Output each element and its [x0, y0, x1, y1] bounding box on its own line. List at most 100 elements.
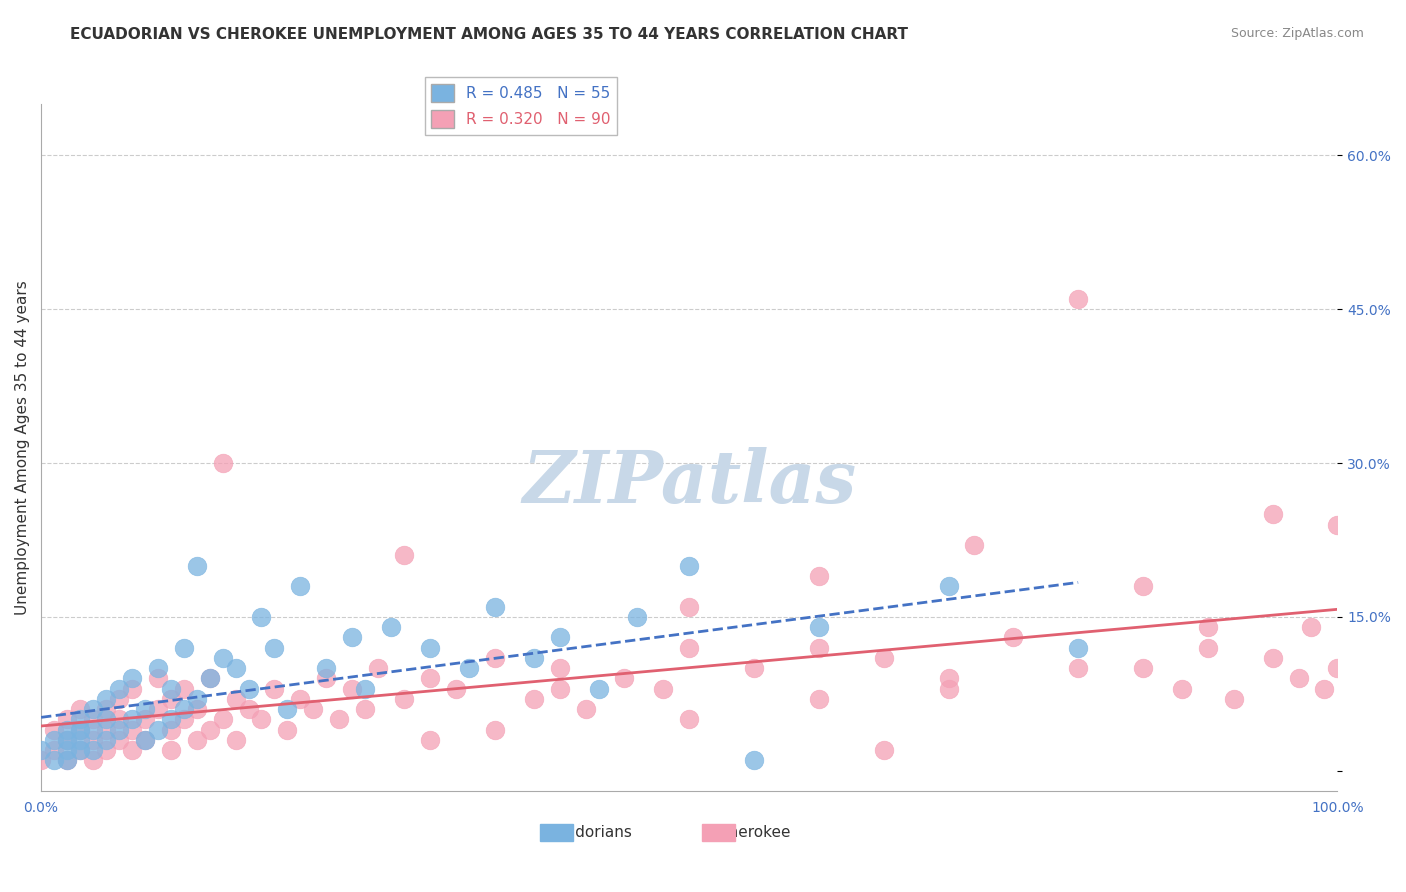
Point — [82, 723, 104, 737]
Point — [159, 713, 181, 727]
Point — [69, 743, 91, 757]
Point — [186, 692, 208, 706]
Point — [419, 640, 441, 655]
Point — [198, 672, 221, 686]
Point — [873, 743, 896, 757]
Point — [42, 743, 65, 757]
Point — [82, 743, 104, 757]
Point — [807, 640, 830, 655]
Point — [1261, 508, 1284, 522]
Point — [807, 620, 830, 634]
Point — [678, 599, 700, 614]
Point — [94, 702, 117, 716]
Point — [238, 681, 260, 696]
Point — [367, 661, 389, 675]
Point — [1197, 620, 1219, 634]
Point — [1067, 661, 1090, 675]
Point — [159, 692, 181, 706]
Point — [807, 569, 830, 583]
Point — [30, 743, 52, 757]
Point — [238, 702, 260, 716]
Bar — [540, 824, 572, 841]
Point — [82, 732, 104, 747]
Point — [121, 723, 143, 737]
Point — [963, 538, 986, 552]
Point — [42, 723, 65, 737]
Point — [146, 723, 169, 737]
Point — [211, 456, 233, 470]
Point — [626, 610, 648, 624]
Point — [419, 732, 441, 747]
Point — [574, 702, 596, 716]
Point — [198, 672, 221, 686]
Point — [121, 681, 143, 696]
Point — [1067, 640, 1090, 655]
Point — [134, 732, 156, 747]
Text: Source: ZipAtlas.com: Source: ZipAtlas.com — [1230, 27, 1364, 40]
Point — [354, 681, 377, 696]
Point — [1326, 661, 1348, 675]
Point — [146, 702, 169, 716]
Point — [94, 713, 117, 727]
Point — [56, 723, 79, 737]
Point — [82, 702, 104, 716]
Point — [1222, 692, 1244, 706]
Point — [652, 681, 675, 696]
Point — [1132, 579, 1154, 593]
Point — [186, 732, 208, 747]
Point — [548, 661, 571, 675]
Point — [678, 558, 700, 573]
Point — [42, 732, 65, 747]
Point — [613, 672, 636, 686]
Point — [108, 732, 131, 747]
Point — [94, 723, 117, 737]
Point — [69, 713, 91, 727]
Point — [678, 713, 700, 727]
Point — [392, 692, 415, 706]
Y-axis label: Unemployment Among Ages 35 to 44 years: Unemployment Among Ages 35 to 44 years — [15, 280, 30, 615]
Point — [56, 743, 79, 757]
Point — [56, 713, 79, 727]
Point — [342, 681, 364, 696]
Point — [1301, 620, 1323, 634]
Point — [1261, 651, 1284, 665]
Point — [211, 651, 233, 665]
Point — [42, 753, 65, 767]
Point — [69, 723, 91, 737]
Legend: R = 0.485   N = 55, R = 0.320   N = 90: R = 0.485 N = 55, R = 0.320 N = 90 — [425, 78, 617, 135]
Point — [121, 743, 143, 757]
Point — [1067, 292, 1090, 306]
Point — [146, 661, 169, 675]
Point — [276, 723, 298, 737]
Point — [94, 732, 117, 747]
Point — [225, 732, 247, 747]
Point — [225, 692, 247, 706]
Point — [56, 753, 79, 767]
Point — [484, 599, 506, 614]
Text: ECUADORIAN VS CHEROKEE UNEMPLOYMENT AMONG AGES 35 TO 44 YEARS CORRELATION CHART: ECUADORIAN VS CHEROKEE UNEMPLOYMENT AMON… — [70, 27, 908, 42]
Point — [807, 692, 830, 706]
Point — [56, 732, 79, 747]
Point — [250, 713, 273, 727]
Point — [82, 713, 104, 727]
Point — [328, 713, 350, 727]
Point — [290, 579, 312, 593]
Bar — [702, 824, 734, 841]
Point — [30, 753, 52, 767]
Point — [82, 753, 104, 767]
Point — [484, 723, 506, 737]
Point — [186, 702, 208, 716]
Point — [263, 681, 285, 696]
Point — [1313, 681, 1336, 696]
Point — [315, 661, 337, 675]
Point — [444, 681, 467, 696]
Point — [342, 631, 364, 645]
Point — [173, 640, 195, 655]
Point — [315, 672, 337, 686]
Point — [302, 702, 325, 716]
Point — [938, 579, 960, 593]
Point — [134, 713, 156, 727]
Point — [108, 713, 131, 727]
Text: Cherokee: Cherokee — [718, 825, 790, 840]
Point — [108, 723, 131, 737]
